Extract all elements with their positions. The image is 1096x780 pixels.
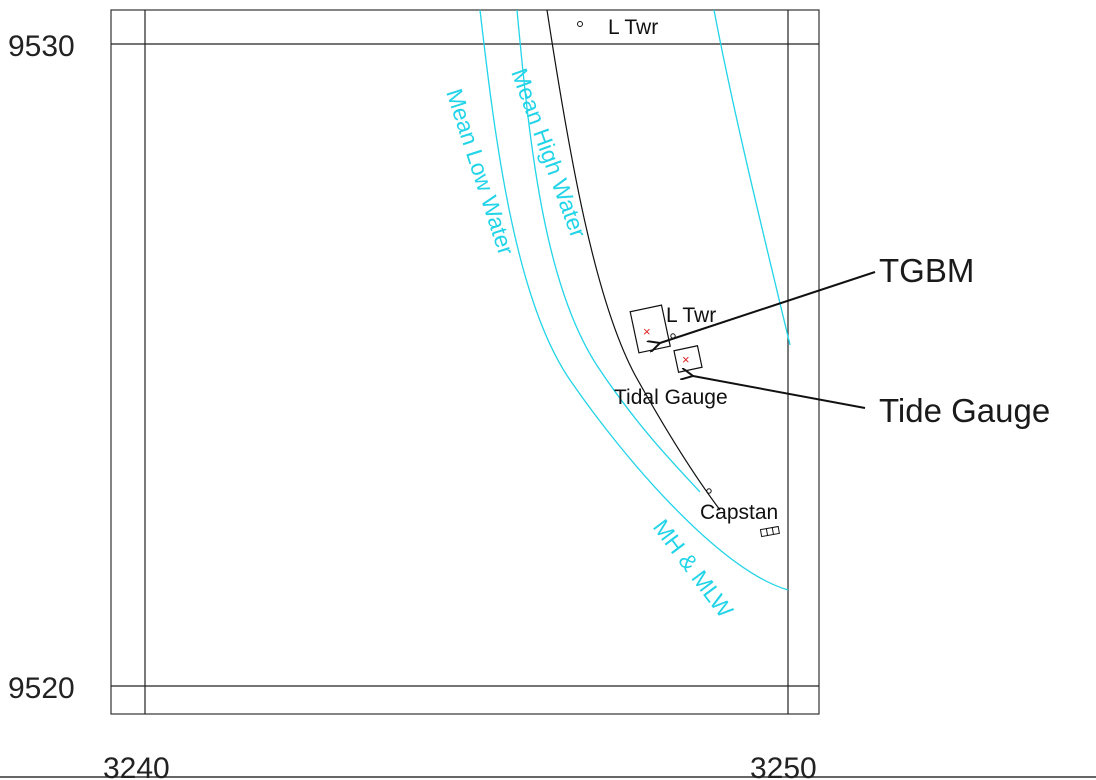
capstan-symbol (759, 525, 780, 538)
tgbm-arrow (660, 271, 876, 343)
northing-label-9520: 9520 (8, 672, 75, 705)
northing-label-9530: 9530 (8, 30, 75, 63)
tower-label-mid: L Twr (666, 304, 716, 327)
mean-high-water-line (516, 9, 701, 493)
tide-gauge-arrow (693, 376, 866, 409)
tower-label-top: L Twr (608, 16, 658, 39)
tower-building-mark: × (643, 324, 651, 339)
easting-label-3240: 3240 (103, 752, 170, 780)
tower-marker-top (577, 21, 583, 27)
tidal-gauge-label: Tidal Gauge (614, 386, 728, 409)
mean-low-water-line (479, 9, 789, 591)
coast-line (546, 9, 721, 511)
capstan-label: Capstan (700, 501, 778, 524)
easting-label-3250: 3250 (750, 752, 817, 780)
capstan-marker (706, 488, 712, 494)
tide-gauge-label: Tide Gauge (879, 392, 1050, 429)
tgbm-label: TGBM (879, 252, 974, 289)
tide-gauge-mark: × (682, 352, 690, 367)
